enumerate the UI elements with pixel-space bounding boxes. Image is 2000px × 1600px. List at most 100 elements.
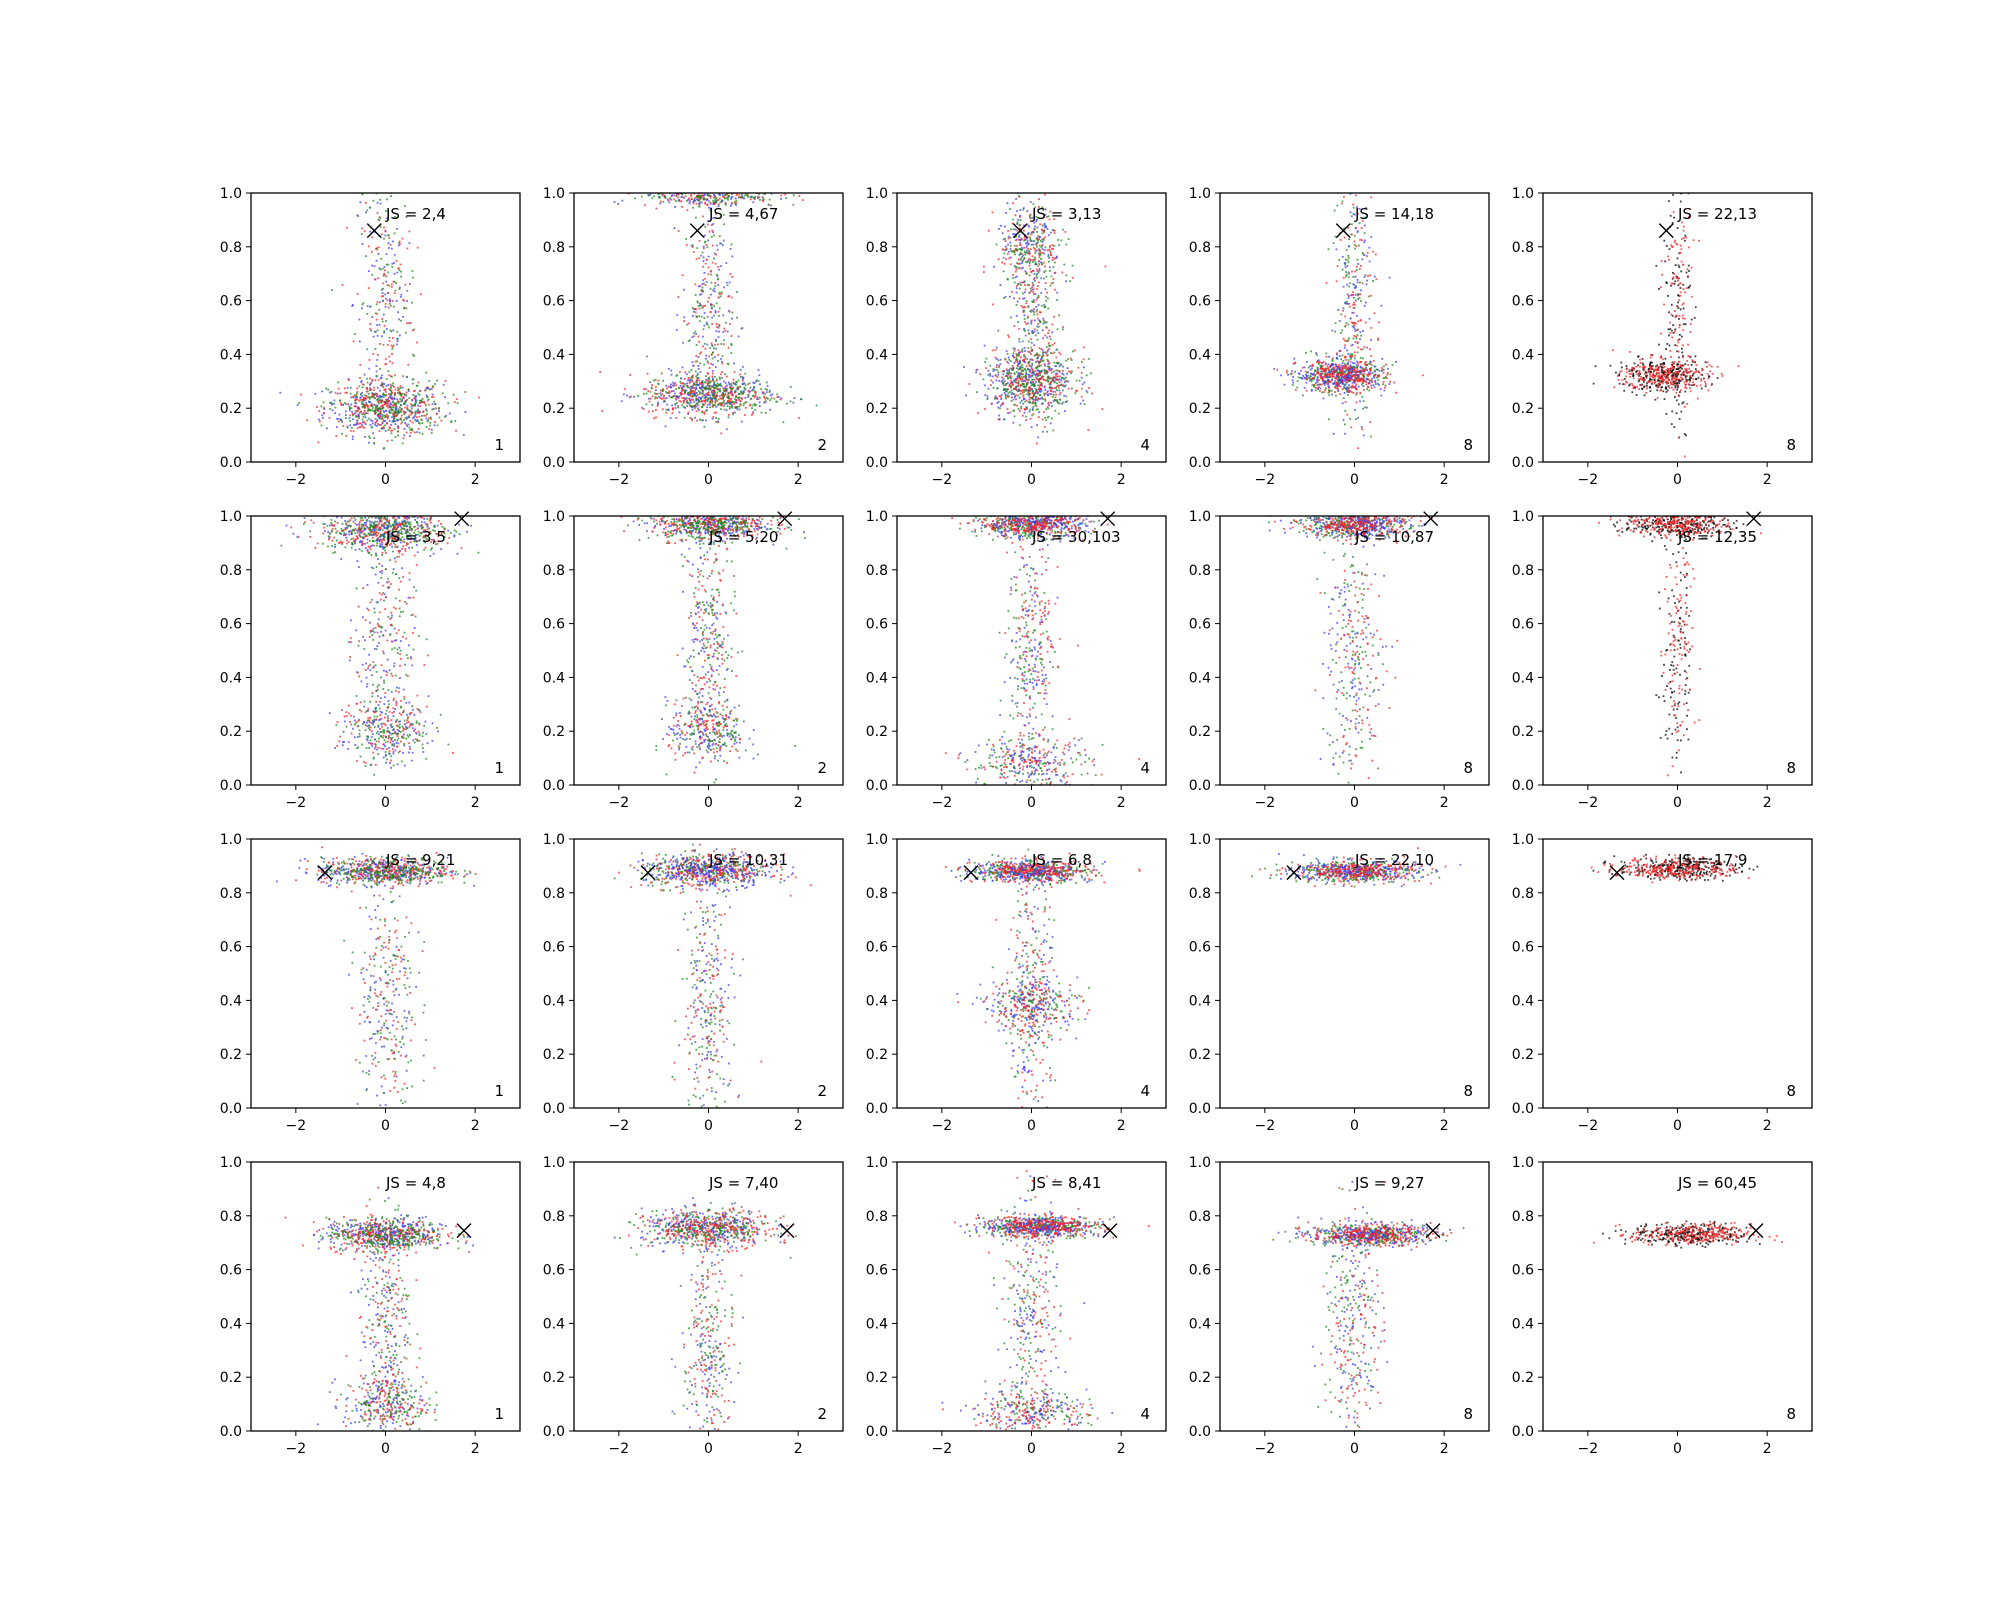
scatter-point xyxy=(704,241,706,244)
scatter-point xyxy=(705,396,708,399)
scatter-point xyxy=(680,394,683,396)
scatter-point xyxy=(1335,370,1338,373)
scatter-point xyxy=(713,411,716,414)
scatter-point xyxy=(1366,373,1368,376)
scatter-point xyxy=(1032,413,1035,415)
scatter-point xyxy=(735,383,737,386)
scatter-point xyxy=(1085,389,1088,392)
scatter-point xyxy=(1341,255,1344,258)
scatter-point xyxy=(721,403,723,406)
scatter-point xyxy=(697,199,699,202)
scatter-point xyxy=(1035,353,1037,356)
scatter-point xyxy=(1049,383,1052,386)
scatter-point xyxy=(1367,378,1370,381)
scatter-point xyxy=(647,194,650,196)
scatter-point xyxy=(714,384,717,386)
scatter-point xyxy=(1357,385,1360,388)
scatter-point xyxy=(1104,265,1107,268)
scatter-point xyxy=(407,388,410,391)
scatter-point xyxy=(1345,367,1347,370)
scatter-point xyxy=(1027,401,1030,403)
scatter-point xyxy=(727,392,730,395)
scatter-point xyxy=(388,247,390,249)
scatter-point xyxy=(996,369,998,371)
scatter-point xyxy=(389,389,392,392)
scatter-point xyxy=(399,410,402,413)
y-tick-label: 0.8 xyxy=(543,240,565,256)
scatter-point xyxy=(1348,384,1350,386)
scatter-point xyxy=(1015,287,1018,290)
scatter-point xyxy=(1347,323,1350,326)
scatter-point xyxy=(767,203,770,206)
scatter-point xyxy=(728,310,731,313)
scatter-point xyxy=(351,305,354,307)
scatter-point xyxy=(391,347,394,350)
scatter-point xyxy=(1053,376,1055,379)
scatter-point xyxy=(1036,338,1039,341)
scatter-point xyxy=(389,409,392,412)
scatter-point xyxy=(384,414,387,417)
scatter-point xyxy=(1017,377,1019,380)
scatter-point xyxy=(1065,243,1068,246)
scatter-point xyxy=(1033,221,1036,224)
scatter-point xyxy=(692,244,694,247)
scatter-point xyxy=(1276,368,1279,371)
scatter-point xyxy=(410,405,413,408)
scatter-point xyxy=(693,335,695,338)
scatter-point xyxy=(1348,372,1351,375)
scatter-point xyxy=(1355,388,1358,391)
scatter-point xyxy=(706,194,709,196)
scatter-point xyxy=(1013,250,1015,252)
scatter-point xyxy=(1028,389,1030,391)
scatter-point xyxy=(1344,263,1347,266)
series-blue-points xyxy=(279,201,467,450)
scatter-point xyxy=(1015,371,1018,373)
scatter-point xyxy=(1067,238,1070,240)
scatter-point xyxy=(406,425,408,427)
scatter-point xyxy=(727,400,730,402)
scatter-point xyxy=(1057,412,1060,415)
scatter-point xyxy=(1025,419,1027,421)
scatter-point xyxy=(735,406,738,408)
scatter-point xyxy=(728,281,731,284)
scatter-point xyxy=(1047,253,1050,256)
scatter-point xyxy=(704,386,707,388)
scatter-point xyxy=(646,372,649,375)
scatter-point xyxy=(1047,349,1049,352)
scatter-point xyxy=(413,397,416,400)
scatter-point xyxy=(429,424,432,427)
scatter-point xyxy=(386,417,389,420)
scatter-point xyxy=(1334,368,1337,371)
scatter-point xyxy=(354,396,357,399)
scatter-point xyxy=(1376,376,1378,379)
scatter-point xyxy=(1377,374,1379,377)
scatter-point xyxy=(1384,384,1387,387)
scatter-point xyxy=(1354,387,1357,389)
scatter-point xyxy=(1345,322,1348,324)
scatter-point xyxy=(695,380,697,383)
scatter-point xyxy=(1009,236,1012,239)
scatter-point xyxy=(1048,234,1050,236)
scatter-point xyxy=(1327,248,1330,251)
scatter-point xyxy=(1037,294,1040,297)
scatter-point xyxy=(1027,362,1030,365)
scatter-point xyxy=(415,420,418,423)
scatter-point xyxy=(368,401,371,403)
y-tick-label: 0.2 xyxy=(866,401,888,417)
scatter-point xyxy=(1356,379,1358,382)
scatter-point xyxy=(1339,379,1342,382)
scatter-point xyxy=(1045,369,1047,372)
scatter-point xyxy=(727,198,730,201)
scatter-point xyxy=(1011,396,1013,399)
scatter-point xyxy=(747,194,749,197)
scatter-point xyxy=(976,368,979,371)
scatter-point xyxy=(1024,361,1027,364)
scatter-point xyxy=(1019,251,1022,254)
scatter-point xyxy=(1045,321,1048,324)
scatter-point xyxy=(1037,408,1039,411)
scatter-point xyxy=(384,269,386,272)
scatter-point xyxy=(1041,396,1043,399)
scatter-point xyxy=(1004,357,1007,360)
scatter-point xyxy=(1013,297,1015,300)
scatter-point xyxy=(353,424,355,426)
